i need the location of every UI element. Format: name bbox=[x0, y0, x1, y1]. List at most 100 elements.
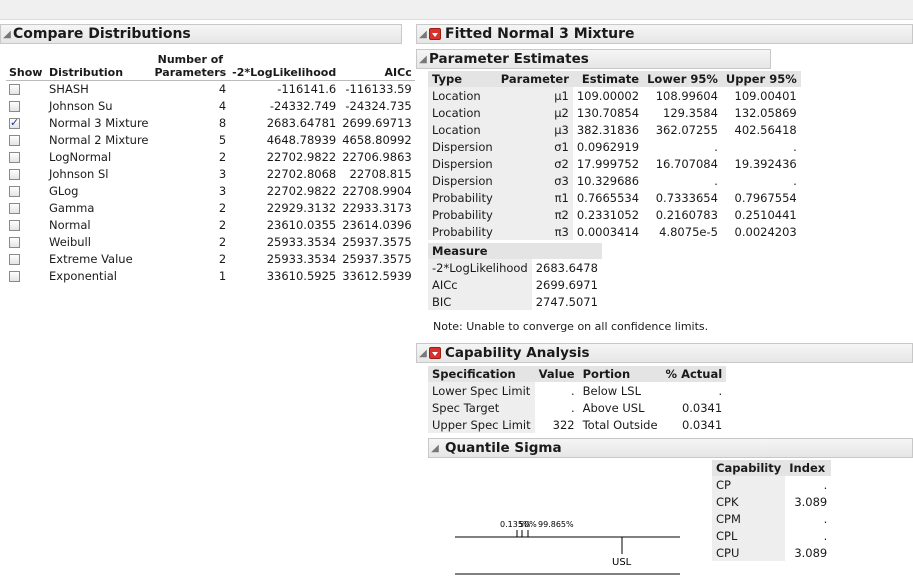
compare-distributions-table: Show Distribution Number of Parameters -… bbox=[6, 46, 415, 284]
show-checkbox[interactable] bbox=[9, 100, 20, 112]
distribution-name: Extreme Value bbox=[49, 251, 133, 266]
show-checkbox[interactable] bbox=[9, 151, 20, 163]
spec-label: Spec Target bbox=[428, 399, 535, 416]
fitted-normal-3-mixture-header[interactable]: ◢ Fitted Normal 3 Mixture bbox=[416, 24, 913, 44]
param-symbol: μ3 bbox=[496, 121, 573, 138]
index-col-header[interactable]: Index bbox=[785, 460, 832, 476]
col-distribution[interactable]: Distribution bbox=[46, 46, 152, 81]
aicc-value: 23614.0396 bbox=[342, 217, 412, 232]
show-checkbox[interactable] bbox=[9, 83, 20, 95]
loglikelihood-value: 22702.9822 bbox=[266, 183, 337, 198]
param-type: Dispersion bbox=[428, 155, 497, 172]
param-row: Location μ1 109.00002 108.99604 109.00401 bbox=[428, 87, 801, 104]
distribution-row[interactable]: GLog 3 22702.9822 22708.9904 bbox=[6, 182, 415, 199]
quantile-label-low: 0.135% bbox=[500, 520, 531, 529]
col-loglikelihood[interactable]: -2*LogLikelihood bbox=[229, 46, 340, 81]
capability-col-header[interactable]: Portion bbox=[578, 366, 662, 382]
show-checkbox[interactable] bbox=[9, 168, 20, 180]
distribution-row[interactable]: Gamma 2 22929.3132 22933.3173 bbox=[6, 199, 415, 216]
spec-value: 322 bbox=[552, 417, 575, 432]
distribution-row[interactable]: Johnson Sl 3 22702.8068 22708.815 bbox=[6, 165, 415, 182]
disclosure-triangle-icon[interactable]: ◢ bbox=[419, 28, 427, 40]
param-lower-95: 0.7333654 bbox=[655, 190, 718, 205]
index-label: CP bbox=[712, 476, 786, 493]
loglikelihood-value: 25933.3534 bbox=[266, 251, 337, 266]
col-show[interactable]: Show bbox=[6, 46, 46, 81]
distribution-row[interactable]: Weibull 2 25933.3534 25937.3575 bbox=[6, 233, 415, 250]
capability-col-header[interactable]: Value bbox=[534, 366, 579, 382]
param-type: Dispersion bbox=[428, 138, 497, 155]
param-symbol: π1 bbox=[496, 189, 573, 206]
parameter-count: 2 bbox=[218, 234, 227, 249]
disclosure-triangle-icon[interactable]: ◢ bbox=[419, 347, 427, 359]
index-value: . bbox=[823, 511, 828, 526]
distribution-name: LogNormal bbox=[49, 149, 112, 164]
red-triangle-menu-icon[interactable] bbox=[429, 347, 441, 359]
quantile-sigma-header[interactable]: ◢ Quantile Sigma bbox=[428, 438, 913, 458]
disclosure-triangle-icon[interactable]: ◢ bbox=[431, 442, 439, 454]
param-lower-95: 129.3584 bbox=[663, 105, 718, 120]
aicc-value: -24324.735 bbox=[345, 98, 412, 113]
distribution-row[interactable]: Normal 2 23610.0355 23614.0396 bbox=[6, 216, 415, 233]
spec-value: . bbox=[570, 383, 575, 398]
param-col-header[interactable]: Estimate bbox=[572, 71, 644, 87]
distribution-row[interactable]: Normal 3 Mixture 8 2683.64781 2699.69713 bbox=[6, 114, 415, 131]
distribution-row[interactable]: SHASH 4 -116141.6 -116133.59 bbox=[6, 80, 415, 97]
show-checkbox[interactable] bbox=[9, 116, 20, 129]
parameter-count: 3 bbox=[218, 166, 227, 181]
measure-value: 2683.6478 bbox=[535, 260, 598, 275]
param-type: Probability bbox=[428, 206, 497, 223]
measure-label: -2*LogLikelihood bbox=[428, 259, 532, 276]
param-estimate: 0.0003414 bbox=[576, 224, 640, 239]
disclosure-triangle-icon[interactable]: ◢ bbox=[3, 28, 11, 40]
measure-row: -2*LogLikelihood 2683.6478 bbox=[428, 259, 602, 276]
index-value: . bbox=[823, 528, 828, 543]
parameter-count: 4 bbox=[218, 98, 227, 113]
param-symbol: μ2 bbox=[496, 104, 573, 121]
distribution-row[interactable]: Extreme Value 2 25933.3534 25937.3575 bbox=[6, 250, 415, 267]
show-checkbox[interactable] bbox=[9, 134, 20, 146]
param-upper-95: 0.0024203 bbox=[734, 224, 797, 239]
show-cell bbox=[6, 131, 46, 148]
index-row: CP. bbox=[712, 476, 831, 493]
show-checkbox[interactable] bbox=[9, 236, 20, 248]
parameter-count: 2 bbox=[218, 251, 227, 266]
distribution-row[interactable]: Johnson Su 4 -24332.749 -24324.735 bbox=[6, 97, 415, 114]
show-cell bbox=[6, 267, 46, 284]
show-checkbox[interactable] bbox=[9, 270, 20, 282]
param-row: Probability π3 0.0003414 4.8075e-5 0.0024203 bbox=[428, 223, 801, 240]
window-top-strip bbox=[0, 0, 913, 20]
capability-analysis-header[interactable]: ◢ Capability Analysis bbox=[416, 343, 913, 363]
show-checkbox[interactable] bbox=[9, 253, 20, 265]
show-checkbox[interactable] bbox=[9, 185, 20, 197]
col-parameters-line1: Number of bbox=[157, 52, 224, 66]
capability-col-header[interactable]: Specification bbox=[428, 366, 535, 382]
col-parameters[interactable]: Number of Parameters bbox=[151, 46, 230, 81]
red-triangle-menu-icon[interactable] bbox=[429, 28, 441, 40]
show-checkbox[interactable] bbox=[9, 219, 20, 231]
disclosure-triangle-icon[interactable]: ◢ bbox=[419, 53, 427, 65]
param-col-header[interactable]: Upper 95% bbox=[721, 71, 801, 87]
show-cell bbox=[6, 233, 46, 250]
capability-col-header[interactable]: % Actual bbox=[661, 366, 727, 382]
capability-index-table: Capability Index CP. CPK 3.089 CPM. CPL. CPU 3.… bbox=[712, 460, 832, 561]
parameter-estimates-header[interactable]: ◢ Parameter Estimates bbox=[416, 49, 771, 69]
show-checkbox[interactable] bbox=[9, 202, 20, 214]
index-col-header[interactable]: Capability bbox=[712, 460, 786, 476]
distribution-name: Gamma bbox=[49, 200, 95, 215]
distribution-row[interactable]: Normal 2 Mixture 5 4648.78939 4658.80992 bbox=[6, 131, 415, 148]
distribution-row[interactable]: Exponential 1 33610.5925 33612.5939 bbox=[6, 267, 415, 284]
portion-label: Total Outside bbox=[582, 417, 658, 432]
index-label: CPU bbox=[712, 544, 786, 561]
distribution-row[interactable]: LogNormal 2 22702.9822 22706.9863 bbox=[6, 148, 415, 165]
param-col-header[interactable]: Parameter bbox=[496, 71, 573, 87]
param-col-header[interactable]: Lower 95% bbox=[643, 71, 722, 87]
param-row: Probability π1 0.7665534 0.7333654 0.7967554 bbox=[428, 189, 801, 206]
compare-distributions-header[interactable]: ◢ Compare Distributions bbox=[0, 24, 402, 44]
col-aicc[interactable]: AICc bbox=[339, 46, 415, 81]
loglikelihood-value: 23610.0355 bbox=[266, 217, 337, 232]
param-col-header[interactable]: Type bbox=[428, 71, 497, 87]
parameter-count: 1 bbox=[218, 268, 227, 283]
param-estimate: 109.00002 bbox=[576, 88, 640, 103]
param-type: Probability bbox=[428, 189, 497, 206]
